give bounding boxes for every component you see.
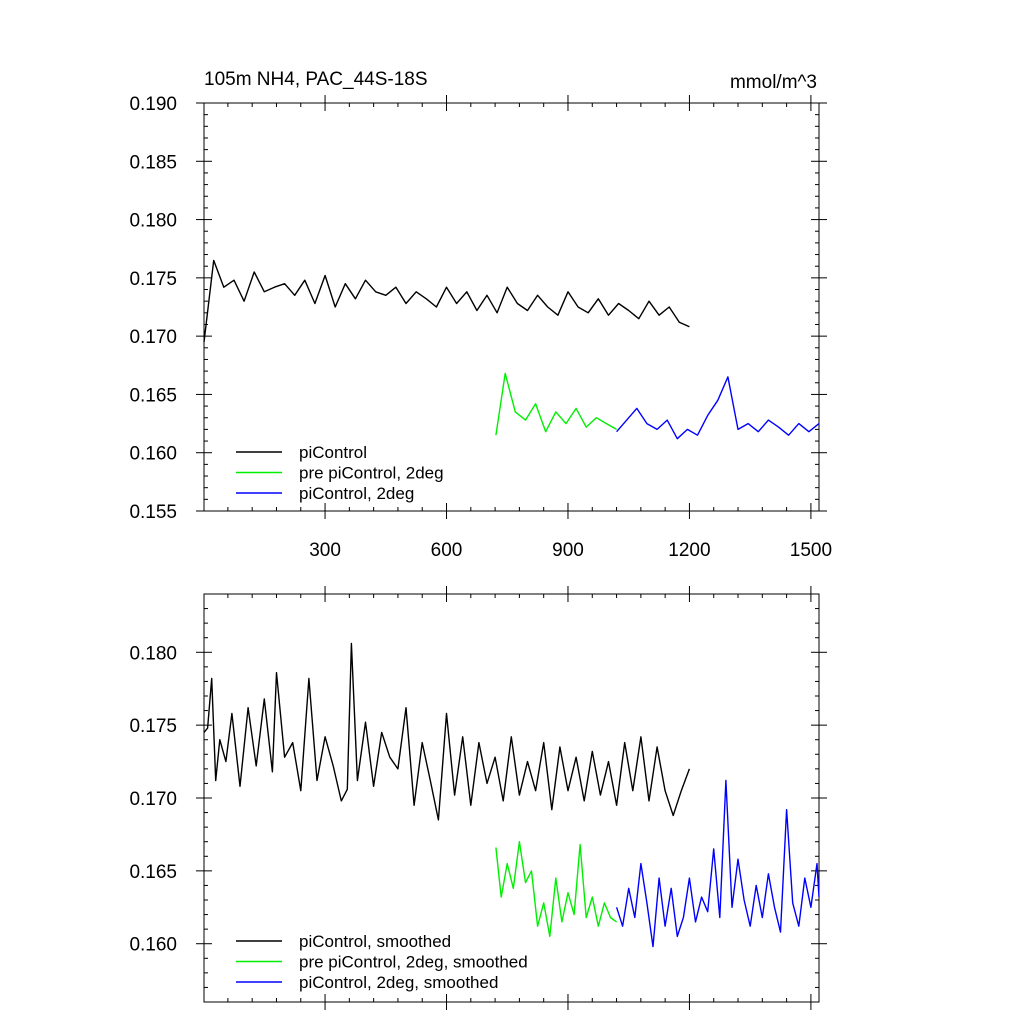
y-tick-label: 0.165 — [129, 862, 177, 883]
y-tick-label: 0.165 — [129, 385, 177, 406]
series-line-0 — [203, 259, 690, 343]
chart-title: 105m NH4, PAC_44S-18S — [204, 69, 428, 90]
legend-label: piControl — [299, 443, 367, 462]
y-tick-label: 0.170 — [129, 789, 177, 810]
series-line-0 — [203, 642, 691, 821]
y-tick-label: 0.185 — [129, 152, 177, 173]
legend-label: pre piControl, 2deg — [299, 464, 444, 483]
x-tick-label: 1500 — [790, 540, 832, 561]
legend-label: piControl, smoothed — [299, 932, 451, 951]
series-line-2 — [616, 376, 820, 440]
plot-frame — [203, 102, 820, 512]
series-line-1 — [495, 841, 618, 938]
y-tick-label: 0.170 — [129, 327, 177, 348]
x-tick-label: 900 — [552, 540, 584, 561]
legend-label: piControl, 2deg — [299, 484, 414, 503]
series-line-1 — [495, 372, 617, 436]
y-tick-label: 0.155 — [129, 502, 177, 523]
x-tick-label: 1200 — [668, 540, 710, 561]
y-tick-label: 0.175 — [129, 269, 177, 290]
x-tick-label: 600 — [431, 540, 463, 561]
units-label: mmol/m^3 — [730, 72, 817, 93]
y-tick-label: 0.180 — [129, 643, 177, 664]
legend-label: piControl, 2deg, smoothed — [299, 973, 498, 992]
legend-label: pre piControl, 2deg, smoothed — [299, 953, 528, 972]
x-tick-label: 300 — [309, 540, 341, 561]
series-line-2 — [615, 779, 820, 948]
top-panel: 300 600 900 1200 1500 0.155 0.160 0.165 0.170 0.1… — [129, 69, 832, 561]
y-tick-label: 0.175 — [129, 716, 177, 737]
y-tick-label: 0.160 — [129, 444, 177, 465]
y-tick-label: 0.180 — [129, 211, 177, 232]
y-tick-label: 0.160 — [129, 935, 177, 956]
bottom-panel: 0.160 0.165 0.170 0.175 0.180 piControl, smoo… — [129, 586, 827, 1010]
y-tick-label: 0.190 — [129, 94, 177, 115]
